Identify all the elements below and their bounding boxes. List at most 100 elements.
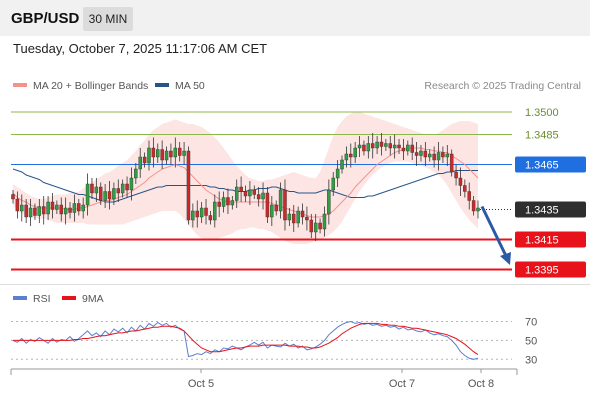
candle-body <box>234 186 239 201</box>
rsi-tick-label: 30 <box>525 354 537 366</box>
projection-arrow <box>480 205 511 265</box>
candle-body <box>24 204 28 218</box>
rsi-tick-label: 50 <box>525 335 537 347</box>
candle-body <box>90 183 94 194</box>
candle-body <box>208 215 213 221</box>
level-label-1.3485: 1.3485 <box>525 130 559 142</box>
candle-body <box>125 183 129 191</box>
candle-body <box>305 216 309 221</box>
candle-body <box>419 150 423 156</box>
candle-body <box>384 143 388 147</box>
candle-body <box>252 189 257 195</box>
candle-body <box>406 144 410 152</box>
chart-timestamp: Tuesday, October 7, 2025 11:17:06 AM CET <box>13 41 268 56</box>
x-axis: Oct 5 Oct 7 Oct 8 <box>10 368 518 390</box>
candle-body <box>256 194 261 200</box>
level-tag-1.3465 <box>515 156 586 173</box>
candle-body <box>287 213 292 221</box>
symbol-title: GBP/USD <box>11 10 80 27</box>
candle-body <box>85 183 90 206</box>
candle-body <box>331 177 335 191</box>
copyright-text: Research © 2025 Trading Central <box>424 80 581 92</box>
price-levels <box>11 111 512 271</box>
candle-body <box>401 147 406 152</box>
legend-ma50-swatch <box>155 83 169 88</box>
candle-body <box>379 141 384 147</box>
candle-body <box>160 149 164 161</box>
candle-body <box>436 152 441 161</box>
candle-body <box>357 144 362 149</box>
candle-body <box>173 147 178 158</box>
candle-body <box>353 147 357 158</box>
candle-body <box>186 150 191 221</box>
bollinger-band-fill <box>13 112 478 244</box>
arrow-shaft <box>480 205 509 259</box>
candle-body <box>182 150 186 156</box>
level-label-1.3415: 1.3415 <box>525 235 559 247</box>
candle-body <box>221 197 226 207</box>
candle-body <box>309 219 314 233</box>
candle-body <box>72 203 77 213</box>
timeframe-button[interactable]: 30 MIN <box>83 7 133 31</box>
legend-bollinger-swatch <box>13 83 27 88</box>
candle-body <box>296 210 300 224</box>
candle-body <box>344 153 349 161</box>
candle-body <box>292 213 296 224</box>
candle-body <box>11 194 15 200</box>
panel-divider <box>0 284 590 285</box>
level-label-1.3465: 1.3465 <box>525 160 559 172</box>
candle-body <box>41 206 46 215</box>
candle-body <box>366 143 371 152</box>
chart-header: GBP/USD 30 MIN <box>0 0 590 36</box>
legend-bollinger-label: MA 20 + Bollinger Bands <box>33 80 149 92</box>
candle-body <box>177 147 182 156</box>
candle-body <box>103 191 107 201</box>
legend-9ma-label: 9MA <box>82 293 104 305</box>
candle-body <box>164 150 169 161</box>
candle-body <box>142 156 147 164</box>
candle-body <box>107 191 112 200</box>
candle-body <box>217 201 221 207</box>
candle-body <box>454 171 458 179</box>
candle-body <box>270 204 274 218</box>
candle-body <box>99 186 103 201</box>
x-tick-label: Oct 7 <box>389 378 415 390</box>
legend-ma50: MA 50 <box>155 80 205 92</box>
candle-body <box>449 153 454 173</box>
candle-body <box>230 200 235 206</box>
candle-body <box>375 141 379 149</box>
candle-body <box>151 147 156 158</box>
candle-body <box>63 207 68 215</box>
candle-body <box>300 210 305 218</box>
level-tag-1.3415 <box>515 231 586 248</box>
level-tag-1.3395 <box>515 261 586 278</box>
candle-body <box>129 177 134 191</box>
candle-body <box>204 207 208 216</box>
candle-body <box>362 144 366 152</box>
candle-body <box>156 149 160 158</box>
candles <box>11 133 480 241</box>
candle-body <box>458 177 463 186</box>
candle-body <box>213 201 217 221</box>
level-label-1.3500: 1.3500 <box>525 107 559 119</box>
candle-body <box>278 189 283 212</box>
candle-body <box>388 143 392 149</box>
candle-body <box>59 204 63 215</box>
candle-body <box>37 206 42 216</box>
candle-body <box>94 186 99 194</box>
candle-body <box>476 207 480 212</box>
candle-body <box>199 207 204 218</box>
candle-body <box>33 207 37 216</box>
candle-body <box>46 201 50 215</box>
rsi-gridlines: 70 50 30 <box>11 317 537 366</box>
candle-body <box>243 191 248 197</box>
candle-body <box>169 150 173 158</box>
x-tick-label: Oct 8 <box>468 378 494 390</box>
candle-body <box>471 200 476 212</box>
candle-body <box>81 204 85 212</box>
candle-body <box>392 144 397 149</box>
candle-body <box>340 159 344 170</box>
level-label-1.3435: 1.3435 <box>525 205 559 217</box>
candle-body <box>318 222 322 230</box>
